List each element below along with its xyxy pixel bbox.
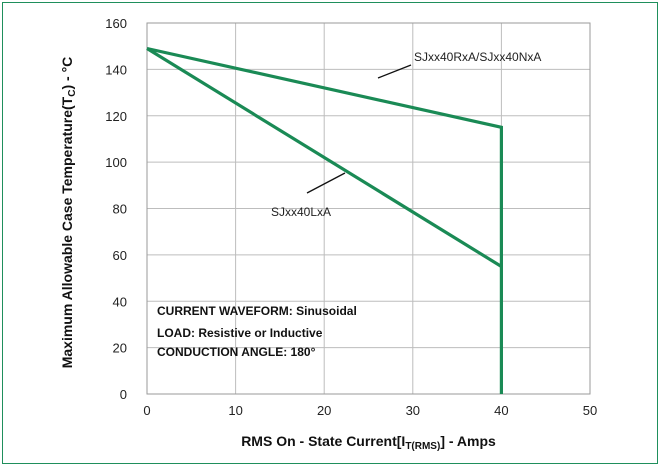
plot-area-border xyxy=(146,22,591,395)
y-tick-label-60: 60 xyxy=(113,248,127,263)
y-tick-label-140: 140 xyxy=(105,62,127,77)
x-axis-title: RMS On - State Current[IT(RMS)] - Amps xyxy=(241,433,496,452)
series-label-leader-0 xyxy=(377,64,412,79)
y-axis-title-main: Maximum Allowable Case Temperature(T xyxy=(59,96,75,368)
series-lines xyxy=(146,46,503,394)
series-label-rxa-nxa: SJxx40RxA/SJxx40NxA xyxy=(414,50,541,64)
series-label-leader-1 xyxy=(306,172,346,194)
y-tick-label-160: 160 xyxy=(105,16,127,31)
y-axis-title-subscript: C xyxy=(67,90,78,97)
temperature-derating-chart: 0 10 20 30 40 50 0 20 40 60 80 100 120 140 160 SJxx40R… xyxy=(59,16,597,452)
series-line-rxa-nxa xyxy=(146,46,503,394)
x-tick-label-50: 50 xyxy=(583,403,597,418)
y-tick-label-120: 120 xyxy=(105,109,127,124)
series-labels: SJxx40RxA/SJxx40NxA SJxx40LxA xyxy=(271,50,541,219)
y-tick-label-0: 0 xyxy=(120,387,127,402)
x-tick-label-30: 30 xyxy=(406,403,420,418)
tick-labels: 0 10 20 30 40 50 0 20 40 60 80 100 120 140 160 xyxy=(105,16,597,418)
x-tick-label-10: 10 xyxy=(228,403,242,418)
annotation-waveform: CURRENT WAVEFORM: Sinusoidal xyxy=(157,304,357,318)
x-axis-title-tail: ] - Amps xyxy=(440,433,496,449)
x-axis-title-main: RMS On - State Current[I xyxy=(241,433,405,449)
series-label-lxa: SJxx40LxA xyxy=(271,205,331,219)
x-tick-label-0: 0 xyxy=(143,403,150,418)
x-tick-label-20: 20 xyxy=(317,403,331,418)
y-tick-label-80: 80 xyxy=(113,202,127,217)
chart-frame: 0 10 20 30 40 50 0 20 40 60 80 100 120 140 160 SJxx40R… xyxy=(2,2,658,464)
series-line-lxa xyxy=(146,47,503,268)
y-axis-title-tail: ) - °C xyxy=(59,57,75,90)
annotation-conduction-angle: CONDUCTION ANGLE: 180° xyxy=(157,345,316,359)
y-tick-label-40: 40 xyxy=(113,294,127,309)
y-axis-title: Maximum Allowable Case Temperature(TC) -… xyxy=(59,57,78,369)
y-tick-label-100: 100 xyxy=(105,155,127,170)
x-tick-label-40: 40 xyxy=(494,403,508,418)
annotation-load: LOAD: Resistive or Inductive xyxy=(157,326,323,340)
y-tick-label-20: 20 xyxy=(113,341,127,356)
x-axis-title-subscript: T(RMS) xyxy=(405,441,440,452)
